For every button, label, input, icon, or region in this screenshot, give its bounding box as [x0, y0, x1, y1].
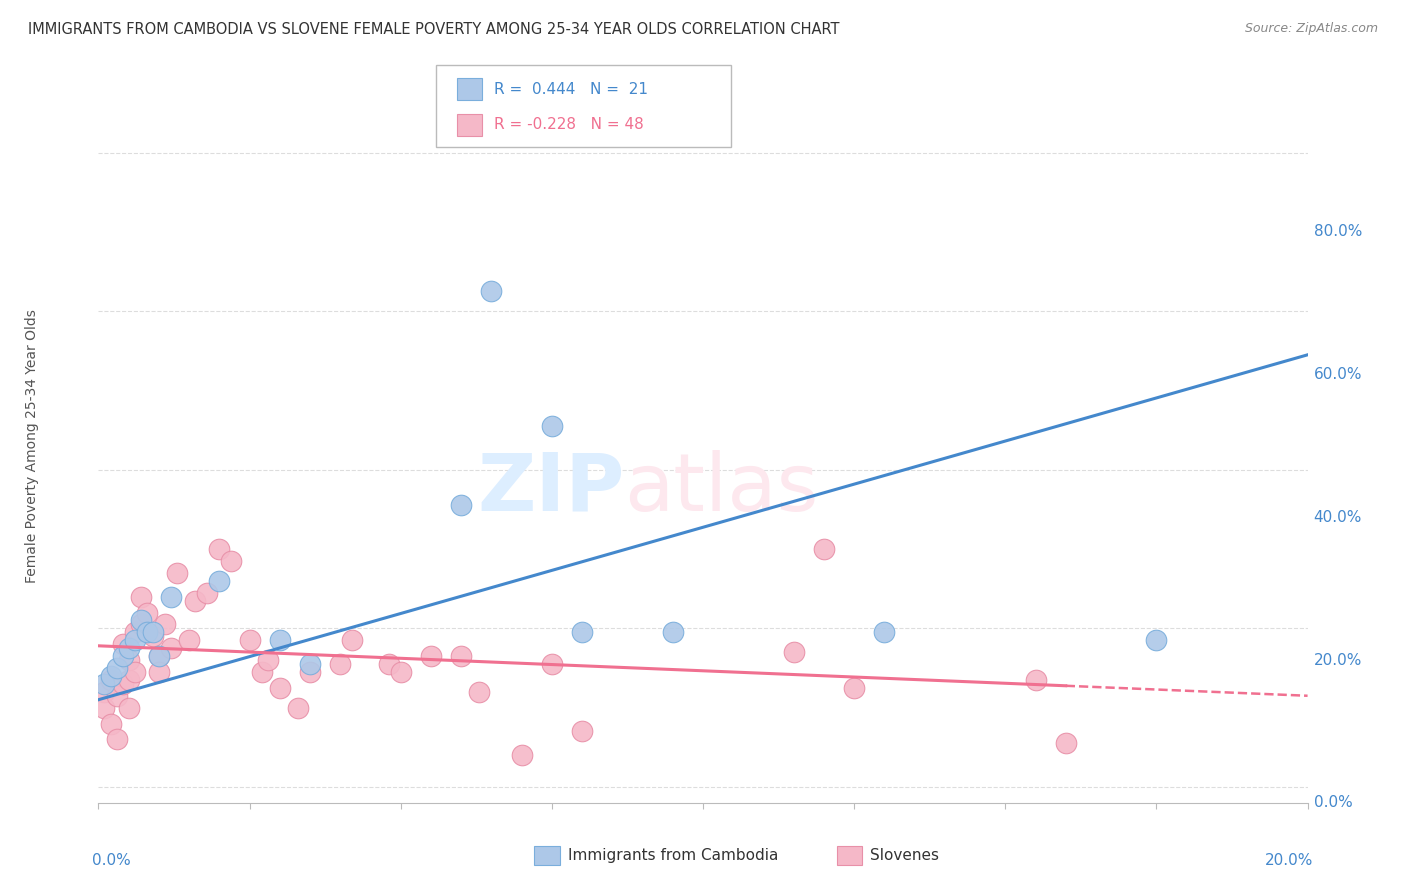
- Text: R =  0.444   N =  21: R = 0.444 N = 21: [494, 82, 648, 96]
- Text: Source: ZipAtlas.com: Source: ZipAtlas.com: [1244, 22, 1378, 36]
- Point: [1144, 633, 1167, 648]
- Point: [661, 625, 683, 640]
- Point: [1054, 736, 1077, 750]
- Point: [124, 633, 146, 648]
- Point: [105, 689, 128, 703]
- Point: [177, 633, 201, 648]
- Point: [111, 649, 134, 664]
- Point: [571, 625, 593, 640]
- Point: [481, 285, 503, 299]
- Point: [873, 625, 896, 640]
- Point: [160, 641, 183, 656]
- Point: [142, 629, 165, 643]
- Point: [813, 542, 835, 557]
- Point: [184, 593, 207, 607]
- Point: [844, 681, 866, 695]
- Text: Female Poverty Among 25-34 Year Olds: Female Poverty Among 25-34 Year Olds: [25, 309, 39, 583]
- Text: 60.0%: 60.0%: [1313, 368, 1362, 382]
- Point: [93, 677, 115, 691]
- Point: [299, 665, 322, 679]
- Point: [111, 637, 134, 651]
- Point: [135, 625, 157, 640]
- Point: [208, 542, 231, 557]
- Point: [129, 590, 152, 604]
- Point: [148, 649, 170, 664]
- Point: [250, 665, 273, 679]
- Point: [468, 685, 491, 699]
- Text: atlas: atlas: [624, 450, 818, 528]
- Text: 40.0%: 40.0%: [1313, 510, 1362, 524]
- Point: [100, 669, 122, 683]
- Text: IMMIGRANTS FROM CAMBODIA VS SLOVENE FEMALE POVERTY AMONG 25-34 YEAR OLDS CORRELA: IMMIGRANTS FROM CAMBODIA VS SLOVENE FEMA…: [28, 22, 839, 37]
- Point: [135, 606, 157, 620]
- Point: [269, 633, 291, 648]
- Point: [148, 649, 170, 664]
- Point: [124, 665, 146, 679]
- Point: [129, 614, 152, 628]
- Point: [782, 645, 804, 659]
- Text: 20.0%: 20.0%: [1265, 853, 1313, 868]
- Text: 0.0%: 0.0%: [93, 853, 131, 868]
- Point: [571, 724, 593, 739]
- Point: [329, 657, 352, 671]
- Point: [153, 617, 176, 632]
- Text: ZIP: ZIP: [477, 450, 624, 528]
- Point: [124, 625, 146, 640]
- Point: [100, 673, 122, 687]
- Point: [160, 590, 183, 604]
- Point: [166, 566, 188, 580]
- Point: [105, 732, 128, 747]
- Point: [342, 633, 364, 648]
- Point: [221, 554, 243, 568]
- Point: [118, 673, 141, 687]
- Point: [208, 574, 231, 588]
- Text: 20.0%: 20.0%: [1313, 653, 1362, 667]
- Point: [256, 653, 278, 667]
- Point: [93, 700, 115, 714]
- Text: R = -0.228   N = 48: R = -0.228 N = 48: [494, 118, 644, 132]
- Point: [1024, 673, 1046, 687]
- Point: [299, 657, 322, 671]
- Point: [148, 665, 170, 679]
- Point: [118, 700, 141, 714]
- Point: [450, 649, 472, 664]
- Point: [239, 633, 262, 648]
- Point: [287, 700, 309, 714]
- Text: Slovenes: Slovenes: [870, 848, 939, 863]
- Point: [129, 617, 152, 632]
- Text: Immigrants from Cambodia: Immigrants from Cambodia: [568, 848, 779, 863]
- Text: 0.0%: 0.0%: [1313, 796, 1353, 810]
- Point: [540, 419, 562, 434]
- Point: [389, 665, 412, 679]
- Point: [450, 499, 472, 513]
- Point: [111, 677, 134, 691]
- Point: [377, 657, 399, 671]
- Point: [118, 653, 141, 667]
- Point: [118, 641, 141, 656]
- Point: [100, 716, 122, 731]
- Point: [195, 585, 218, 599]
- Point: [269, 681, 291, 695]
- Point: [419, 649, 441, 664]
- Point: [510, 748, 533, 763]
- Point: [540, 657, 562, 671]
- Point: [93, 685, 115, 699]
- Point: [142, 625, 165, 640]
- Text: 80.0%: 80.0%: [1313, 225, 1362, 239]
- Point: [105, 661, 128, 675]
